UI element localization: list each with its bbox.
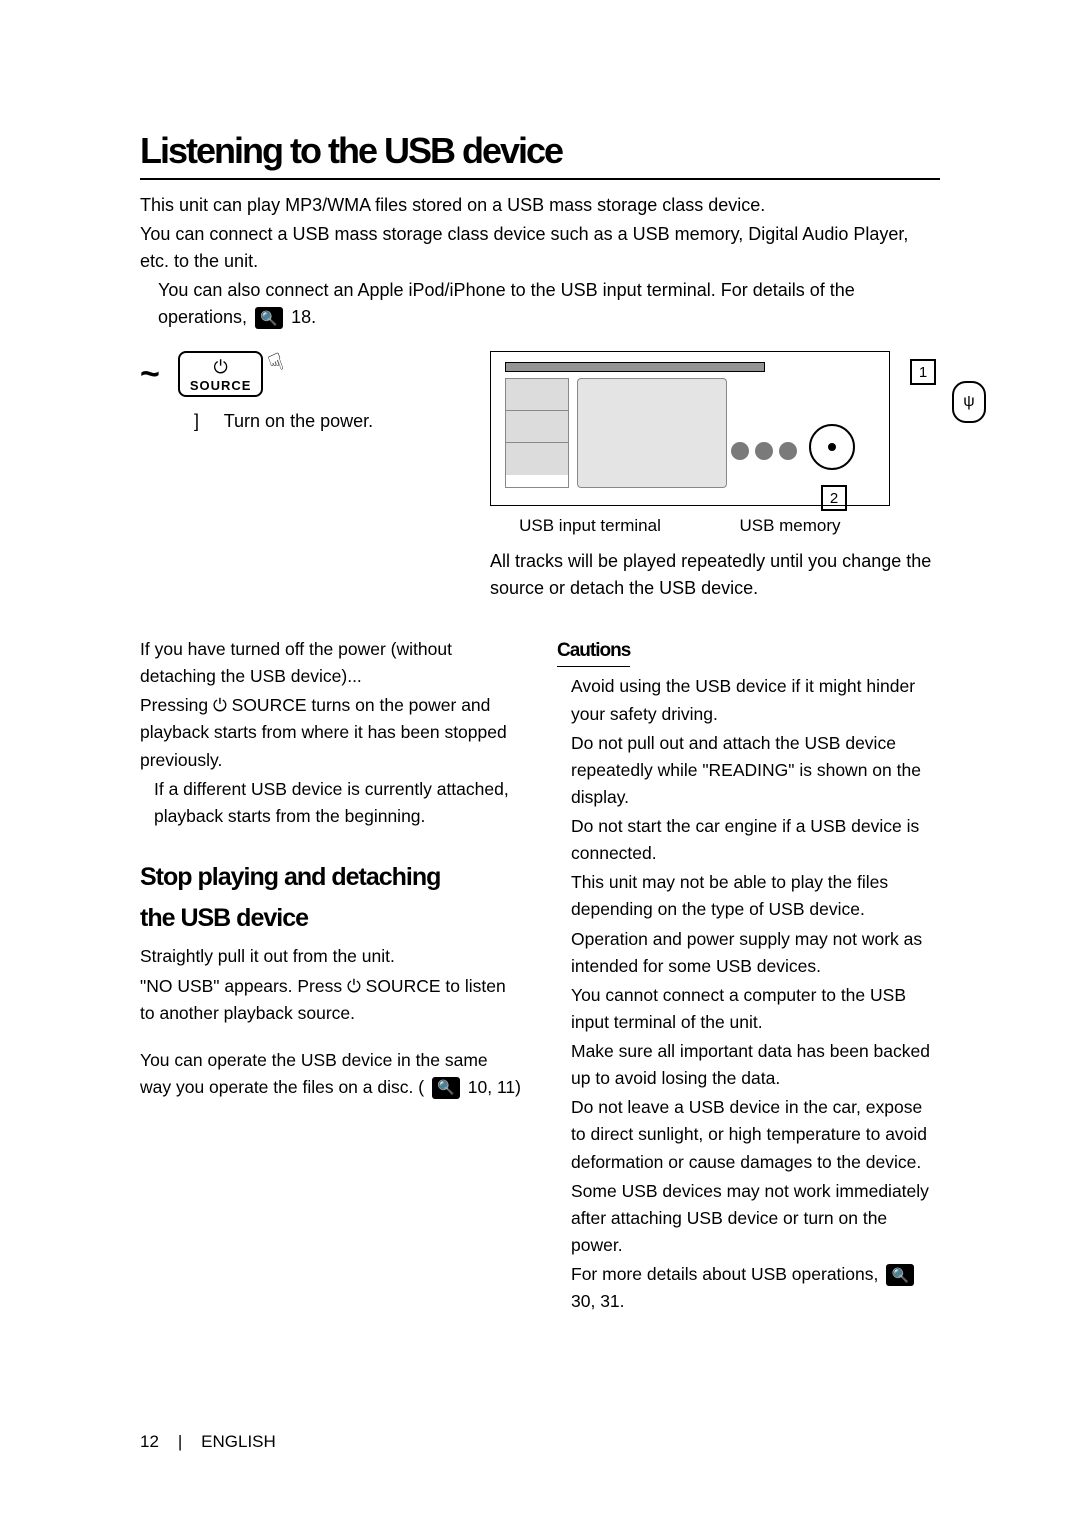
callout-2: 2 xyxy=(821,485,847,511)
caution-1: Avoid using the USB device if it might h… xyxy=(571,673,940,727)
diagram-dial xyxy=(809,424,855,470)
page-number: 12 xyxy=(140,1432,159,1451)
footer-sep: | xyxy=(178,1432,182,1451)
hand-icon: ☟ xyxy=(264,347,288,379)
intro-line-3b: 18. xyxy=(291,307,316,327)
caption-usb-memory: USB memory xyxy=(690,516,890,536)
diagram-buttons xyxy=(731,442,797,460)
device-diagram: 2 xyxy=(490,351,890,506)
caution-10b: 30, 31. xyxy=(571,1291,625,1311)
caution-7: Make sure all important data has been ba… xyxy=(571,1038,940,1092)
caution-2: Do not pull out and attach the USB devic… xyxy=(571,730,940,811)
caution-6: You cannot connect a computer to the USB… xyxy=(571,982,940,1036)
callout-1: 1 xyxy=(910,359,936,385)
magnifier-icon: 🔍 xyxy=(886,1264,914,1286)
diagram-panel-main xyxy=(577,378,727,488)
left-p5: "NO USB" appears. Press ⏻ SOURCE to list… xyxy=(140,973,523,1027)
title-divider xyxy=(140,178,940,180)
caution-3: Do not start the car engine if a USB dev… xyxy=(571,813,940,867)
right-column: Cautions Avoid using the USB device if i… xyxy=(557,636,940,1317)
caution-8: Do not leave a USB device in the car, ex… xyxy=(571,1094,940,1175)
left-column: If you have turned off the power (withou… xyxy=(140,636,523,1317)
left-p2: Pressing ⏻ SOURCE turns on the power and… xyxy=(140,692,523,773)
intro-line-1: This unit can play MP3/WMA files stored … xyxy=(140,192,940,219)
magnifier-icon: 🔍 xyxy=(432,1077,460,1099)
repeat-text: All tracks will be played repeatedly unt… xyxy=(490,548,940,602)
diagram-panel-left xyxy=(505,378,569,488)
intro-line-2: You can connect a USB mass storage class… xyxy=(140,221,940,275)
step-left: ~ ⏻ SOURCE ☟ ] Turn on the power. xyxy=(140,351,460,432)
page-title: Listening to the USB device xyxy=(140,130,940,172)
caution-10a: For more details about USB operations, xyxy=(571,1264,883,1284)
left-p6: You can operate the USB device in the sa… xyxy=(140,1047,523,1101)
left-p3: If a different USB device is currently a… xyxy=(154,776,523,830)
source-label: SOURCE xyxy=(190,378,252,393)
page-footer: 12 | ENGLISH xyxy=(140,1432,276,1452)
left-p1: If you have turned off the power (withou… xyxy=(140,636,523,690)
step1-caption: ] Turn on the power. xyxy=(194,411,460,432)
stop-detach-sub: the USB device xyxy=(140,899,523,938)
diagram-rect-top xyxy=(505,362,765,372)
left-p4: Straightly pull it out from the unit. xyxy=(140,943,523,970)
step1-bracket: ] xyxy=(194,411,199,431)
step-right: 2 1 ψ USB input terminal USB memory All … xyxy=(490,351,940,602)
caution-9: Some USB devices may not work immediatel… xyxy=(571,1178,940,1259)
tilde-mark: ~ xyxy=(140,355,160,394)
intro-block: This unit can play MP3/WMA files stored … xyxy=(140,192,940,331)
step1-text: Turn on the power. xyxy=(224,411,373,431)
diagram-captions: USB input terminal USB memory xyxy=(490,516,890,536)
caption-usb-terminal: USB input terminal xyxy=(490,516,690,536)
left-p6b: 10, 11) xyxy=(468,1077,521,1097)
stop-detach-head: Stop playing and detaching xyxy=(140,858,523,897)
magnifier-icon: 🔍 xyxy=(255,307,283,329)
tilde-source-group: ~ ⏻ SOURCE ☟ xyxy=(140,351,460,397)
caution-5: Operation and power supply may not work … xyxy=(571,926,940,980)
caution-4: This unit may not be able to play the fi… xyxy=(571,869,940,923)
source-button[interactable]: ⏻ SOURCE ☟ xyxy=(178,351,264,397)
intro-line-3: You can also connect an Apple iPod/iPhon… xyxy=(158,277,940,331)
usb-symbol-box: ψ xyxy=(952,381,986,423)
usb-icon: ψ xyxy=(963,393,974,411)
power-icon: ⏻ xyxy=(190,357,252,378)
footer-lang: ENGLISH xyxy=(201,1432,276,1451)
two-columns: If you have turned off the power (withou… xyxy=(140,636,940,1317)
step-source-row: ~ ⏻ SOURCE ☟ ] Turn on the power. xyxy=(140,351,940,602)
caution-10: For more details about USB operations, 🔍… xyxy=(571,1261,940,1315)
cautions-head: Cautions xyxy=(557,636,630,667)
